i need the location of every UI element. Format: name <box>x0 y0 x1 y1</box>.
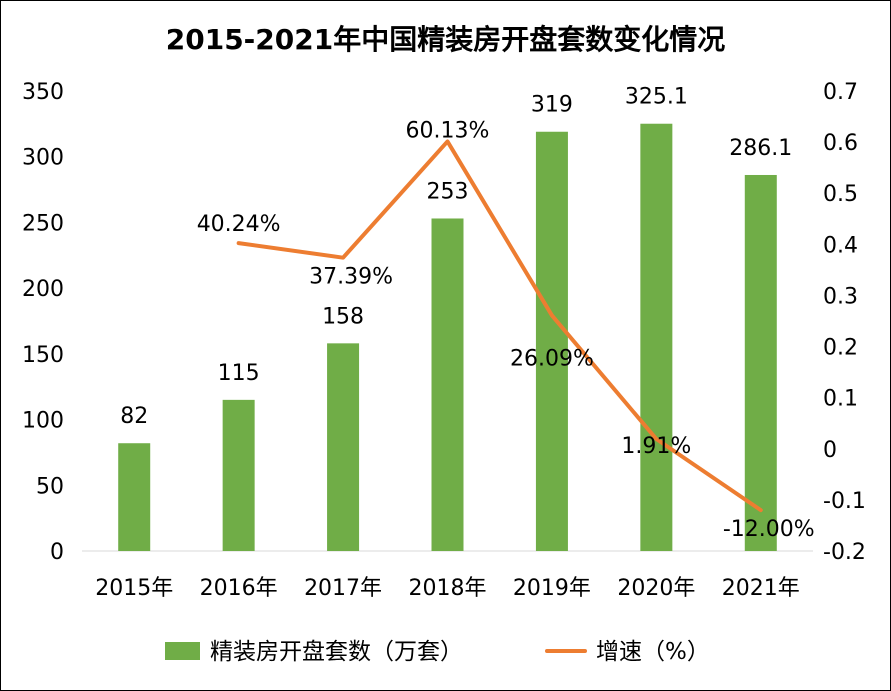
bar-value-label: 253 <box>427 179 469 204</box>
right-tick-label: 0.4 <box>823 233 858 258</box>
right-tick-label: 0.3 <box>823 284 858 309</box>
left-tick-label: 250 <box>22 211 64 236</box>
bar-value-label: 158 <box>322 304 364 329</box>
line-value-label: 26.09% <box>510 346 594 371</box>
left-tick-label: 50 <box>36 474 64 499</box>
line-series <box>236 139 763 513</box>
bar <box>327 343 360 551</box>
right-tick-label: 0.1 <box>823 387 858 412</box>
bar-value-label: 115 <box>218 361 260 386</box>
left-axis-ticks: 0 50 100 150 200 250 300 350 <box>22 80 64 565</box>
x-tick-label: 2017年 <box>304 576 382 601</box>
legend-swatch-bar <box>165 642 200 660</box>
bar <box>118 443 151 551</box>
bar <box>744 174 777 552</box>
line-value-label: 1.91% <box>621 434 691 459</box>
right-tick-label: -0.1 <box>823 489 866 514</box>
bar <box>535 131 568 551</box>
line-value-label: 37.39% <box>309 265 393 290</box>
right-tick-label: 0.6 <box>823 131 858 156</box>
legend-label-line: 增速（%） <box>596 639 710 665</box>
chart-title: 2015-2021年中国精装房开盘套数变化情况 <box>165 23 726 56</box>
legend-label-bar: 精装房开盘套数（万套） <box>210 639 463 665</box>
right-axis-ticks: -0.2 -0.1 0 0.1 0.2 0.3 0.4 0.5 0.6 0.7 <box>823 80 866 565</box>
x-tick-label: 2020年 <box>617 576 695 601</box>
left-tick-label: 350 <box>22 80 64 105</box>
bar-value-label: 286.1 <box>729 136 792 161</box>
bar <box>222 399 255 551</box>
legend: 精装房开盘套数（万套） 增速（%） <box>165 639 710 665</box>
line-value-label: 40.24% <box>197 212 281 237</box>
left-tick-label: 100 <box>22 409 64 434</box>
right-tick-label: 0 <box>823 438 837 463</box>
growth-line <box>236 139 763 513</box>
bar-value-label: 82 <box>120 404 148 429</box>
bar <box>640 123 673 552</box>
bar-value-label: 319 <box>531 93 573 118</box>
bar-data-labels: 82 115 158 253 319 325.1 286.1 <box>120 85 792 430</box>
left-tick-label: 300 <box>22 146 64 171</box>
x-tick-label: 2019年 <box>513 576 591 601</box>
bar <box>431 218 464 551</box>
x-tick-label: 2018年 <box>409 576 487 601</box>
right-tick-label: 0.5 <box>823 182 858 207</box>
right-tick-label: 0.2 <box>823 336 858 361</box>
line-value-label: 60.13% <box>406 118 490 143</box>
bar-value-label: 325.1 <box>625 85 688 110</box>
line-value-label: -12.00% <box>723 517 815 542</box>
left-tick-label: 200 <box>22 277 64 302</box>
left-tick-label: 150 <box>22 343 64 368</box>
x-tick-label: 2015年 <box>95 576 173 601</box>
x-tick-label: 2021年 <box>722 576 800 601</box>
x-axis-ticks: 2015年 2016年 2017年 2018年 2019年 2020年 2021年 <box>95 576 800 601</box>
right-tick-label: 0.7 <box>823 80 858 105</box>
left-tick-label: 0 <box>50 540 64 565</box>
line-data-labels: 40.24% 37.39% 60.13% 26.09% 1.91% -12.00% <box>197 118 815 542</box>
x-tick-label: 2016年 <box>200 576 278 601</box>
bar-series <box>118 123 777 552</box>
right-tick-label: -0.2 <box>823 540 866 565</box>
